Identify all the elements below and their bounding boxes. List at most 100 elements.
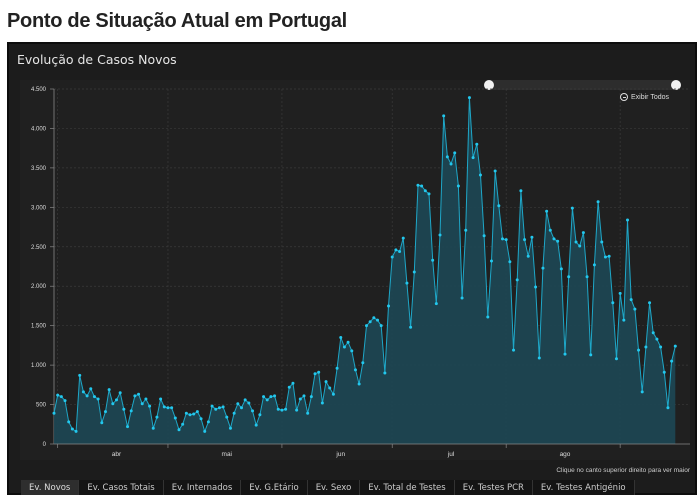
data-point: [589, 353, 593, 357]
data-point: [659, 345, 663, 349]
data-point: [493, 169, 497, 173]
data-point: [291, 381, 295, 385]
data-point: [184, 411, 188, 415]
data-point: [361, 361, 365, 365]
data-point: [666, 406, 670, 410]
data-point: [313, 372, 317, 376]
data-point: [633, 307, 637, 311]
x-tick-label: ago: [560, 451, 571, 458]
data-point: [603, 255, 607, 259]
y-tick-label: 3.000: [31, 205, 47, 211]
data-point: [177, 428, 181, 432]
range-slider-handle-0[interactable]: [484, 80, 494, 90]
tab-0[interactable]: Ev. Novos: [21, 480, 80, 495]
tab-5[interactable]: Ev. Total de Testes: [360, 480, 455, 495]
data-point: [673, 344, 677, 348]
data-point: [155, 415, 159, 419]
data-point: [434, 302, 438, 306]
range-slider-track[interactable]: [489, 80, 676, 90]
data-point: [512, 348, 516, 352]
data-point: [276, 407, 280, 411]
data-point: [181, 422, 185, 426]
data-point: [581, 231, 585, 235]
y-tick-label: 2.500: [31, 245, 47, 251]
y-tick-label: 1.000: [31, 363, 47, 369]
data-point: [574, 240, 578, 244]
data-point: [74, 429, 78, 433]
data-point: [401, 236, 405, 240]
data-point: [501, 237, 505, 241]
data-point: [199, 417, 203, 421]
data-point: [460, 296, 464, 300]
data-point: [148, 404, 152, 408]
data-point: [89, 387, 93, 391]
series-area: [54, 97, 676, 444]
tab-4[interactable]: Ev. Sexo: [307, 480, 361, 495]
data-point: [59, 395, 63, 399]
data-point: [85, 394, 89, 398]
data-point: [269, 395, 273, 399]
x-tick-label: jul: [447, 451, 455, 458]
tab-6[interactable]: Ev. Testes PCR: [454, 480, 533, 495]
data-point: [523, 238, 527, 242]
data-point: [137, 392, 141, 396]
panel-title: Evolução de Casos Novos: [17, 52, 177, 67]
data-point: [383, 371, 387, 375]
tab-7[interactable]: Ev. Testes Antigénio: [532, 480, 635, 495]
data-point: [644, 345, 648, 349]
data-point: [607, 254, 611, 258]
data-point: [247, 401, 251, 405]
data-point: [133, 394, 137, 398]
data-point: [398, 250, 402, 254]
data-point: [144, 397, 148, 401]
data-point: [504, 238, 508, 242]
data-point: [467, 96, 471, 100]
tab-1[interactable]: Ev. Casos Totais: [79, 480, 164, 495]
page-title: Ponto de Situação Atual em Portugal: [7, 10, 347, 32]
data-point: [409, 325, 413, 329]
data-point: [232, 411, 236, 415]
range-slider-handle-1[interactable]: [671, 80, 681, 90]
data-point: [331, 392, 335, 396]
data-point: [534, 285, 538, 289]
data-point: [254, 423, 258, 427]
data-point: [195, 410, 199, 414]
data-point: [489, 259, 493, 263]
data-point: [486, 315, 490, 319]
tab-3[interactable]: Ev. G.Etário: [241, 480, 308, 495]
data-point: [420, 184, 424, 188]
data-point: [280, 408, 284, 412]
data-point: [103, 410, 107, 414]
data-point: [585, 275, 589, 279]
x-tick-label: jun: [335, 451, 345, 458]
y-tick-label: 4.500: [31, 87, 47, 93]
show-all-button[interactable]: Exibir Todos: [620, 93, 669, 101]
data-point: [614, 357, 618, 361]
data-point: [379, 324, 383, 328]
data-point: [210, 404, 214, 408]
data-point: [67, 420, 71, 424]
data-point: [284, 407, 288, 411]
data-point: [320, 401, 324, 405]
data-point: [545, 209, 549, 213]
data-point: [449, 162, 453, 166]
data-point: [206, 420, 210, 424]
hint-text: Clique no canto superior direito para ve…: [556, 467, 690, 474]
data-point: [100, 421, 104, 425]
data-point: [515, 278, 519, 282]
data-point: [478, 173, 482, 177]
show-all-label: Exibir Todos: [631, 93, 670, 101]
data-point: [618, 291, 622, 295]
data-point: [552, 237, 556, 241]
data-point: [339, 336, 343, 339]
data-point: [438, 233, 442, 237]
data-point: [217, 406, 221, 410]
data-point: [96, 397, 100, 401]
data-point: [346, 340, 350, 344]
data-point: [622, 318, 626, 322]
data-point: [306, 411, 310, 415]
data-point: [526, 254, 530, 258]
data-point: [166, 406, 170, 410]
tab-2[interactable]: Ev. Internados: [163, 480, 242, 495]
data-point: [170, 406, 174, 410]
